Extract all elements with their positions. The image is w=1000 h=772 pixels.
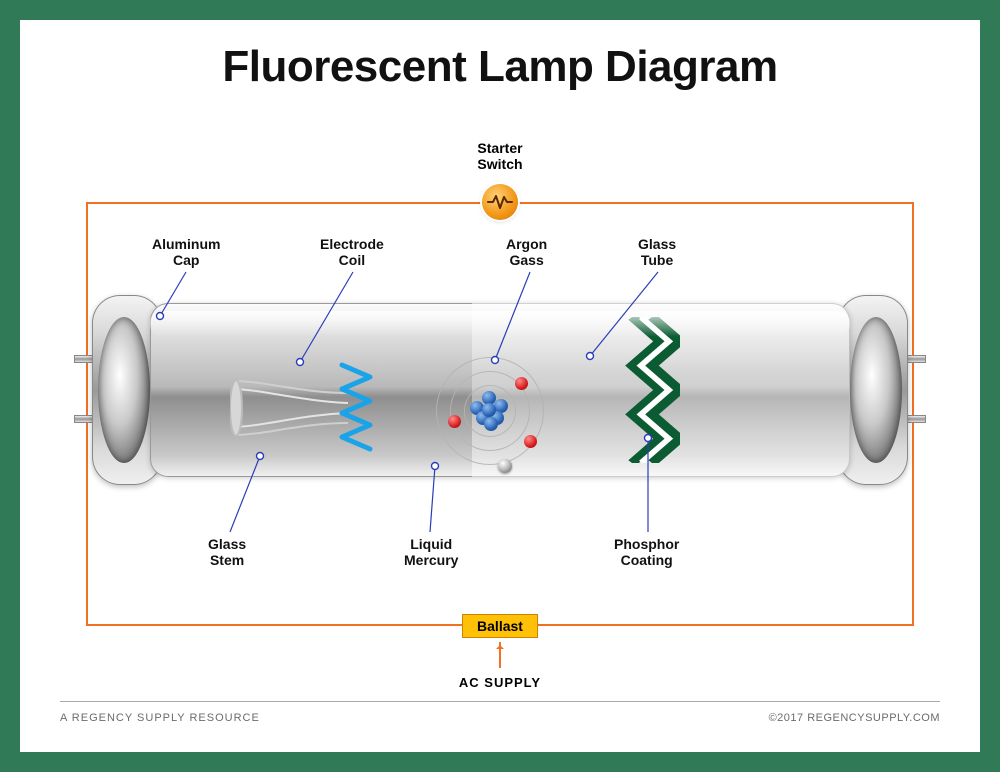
- footer-copyright: ©2017 REGENCYSUPPLY.COM: [769, 712, 940, 724]
- glass-stem: [230, 375, 350, 441]
- label-glass-stem: GlassStem: [208, 536, 246, 568]
- tube-break-zigzag: [618, 317, 680, 463]
- diagram-area: StarterSwitch Ballast AC SUPPLY: [60, 120, 940, 662]
- label-glass-tube: GlassTube: [638, 236, 676, 268]
- mercury-drop: [498, 459, 512, 473]
- footer-rule: [60, 701, 940, 702]
- electrode-coil: [336, 361, 376, 460]
- lamp-tube: [80, 285, 920, 495]
- label-argon-gas: ArgonGass: [506, 236, 547, 268]
- electron: [448, 415, 461, 428]
- glass-tube: [150, 303, 850, 477]
- footer-attribution: A REGENCY SUPPLY RESOURCE: [60, 712, 260, 724]
- nucleus: [470, 391, 510, 431]
- page-title: Fluorescent Lamp Diagram: [20, 42, 980, 92]
- ac-arrow-icon: [499, 642, 501, 668]
- label-electrode-coil: ElectrodeCoil: [320, 236, 384, 268]
- label-phosphor-coating: PhosphorCoating: [614, 536, 679, 568]
- label-liquid-mercury: LiquidMercury: [404, 536, 458, 568]
- electron: [515, 377, 528, 390]
- starter-switch-label: StarterSwitch: [477, 140, 522, 172]
- argon-atom: [430, 351, 550, 471]
- ballast-box: Ballast: [462, 614, 538, 638]
- label-aluminum-cap: AluminumCap: [152, 236, 220, 268]
- card: Fluorescent Lamp Diagram StarterSwitch B…: [20, 20, 980, 752]
- starter-switch-icon: [482, 184, 518, 220]
- ac-supply-label: AC SUPPLY: [459, 675, 541, 690]
- electron: [524, 435, 537, 448]
